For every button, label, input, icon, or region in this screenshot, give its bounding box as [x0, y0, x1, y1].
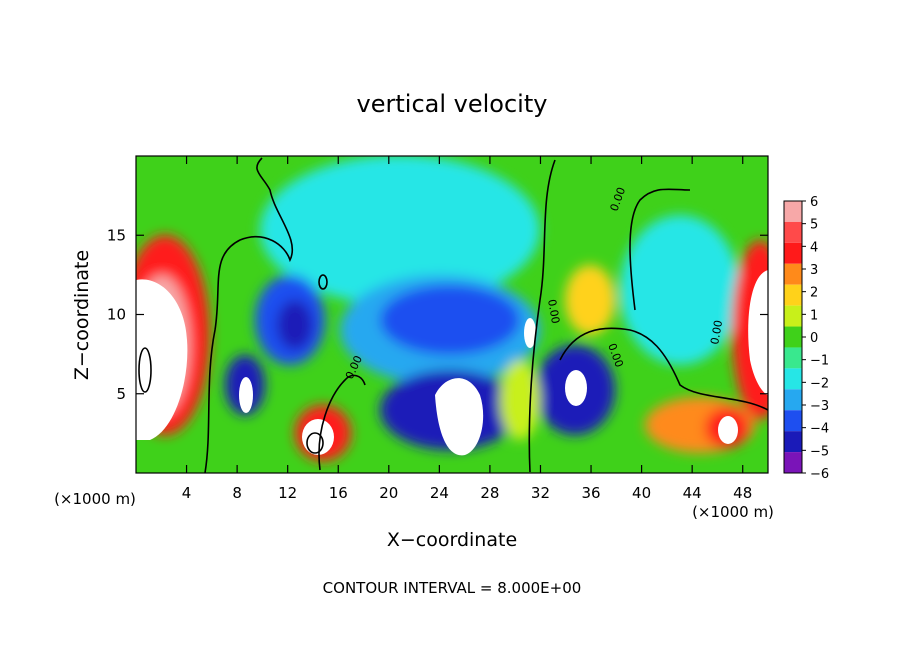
contour-line-center: [318, 374, 366, 471]
upper-cyan-region: [260, 156, 540, 305]
x-tick-label: 48: [733, 484, 752, 502]
x-tick-label: 40: [632, 484, 651, 502]
colorbar-tick-label: −2: [810, 376, 829, 391]
colorbar-swatch: [784, 305, 802, 327]
contour-loop-left-a: [138, 347, 152, 393]
colorbar-swatch: [784, 452, 802, 473]
x-tick-label: 20: [379, 484, 398, 502]
colorbar-swatch: [784, 389, 802, 411]
colorbar-tick-label: 5: [810, 218, 818, 233]
contour-interval-footer: CONTOUR INTERVAL = 8.000E+00: [323, 579, 582, 597]
y-tick-label: 10: [107, 306, 126, 324]
x-tick-label: 28: [480, 484, 499, 502]
x-tick-label: 16: [329, 484, 348, 502]
x-tick-label: 44: [683, 484, 702, 502]
x-unit-label: (×1000 m): [54, 490, 136, 508]
left-white-region: [136, 279, 188, 440]
white-spot-right: [565, 370, 587, 406]
colorbar-tick-label: −4: [810, 422, 829, 437]
white-spot-lower-left: [302, 419, 334, 455]
white-spot-center-right: [524, 318, 536, 348]
colorbar-swatch: [784, 242, 802, 264]
colorbar-swatch: [784, 347, 802, 369]
colorbar-tick-label: 2: [810, 286, 818, 301]
colorbar-swatch: [784, 263, 802, 285]
right-orange-band: [565, 265, 615, 335]
colorbar-swatch: [784, 410, 802, 432]
white-spot-left-mid: [239, 377, 253, 413]
contour-loop-left-b: [306, 432, 324, 454]
colorbar-tick-label: −1: [810, 354, 829, 369]
contour-line-left: [204, 157, 294, 473]
left-downdraft-core: [277, 300, 313, 350]
colorbar-swatch: [784, 431, 802, 453]
colorbar-tick-label: 0: [810, 331, 818, 346]
contour-loop-small: [318, 274, 328, 290]
colorbar-tick-label: 3: [810, 263, 818, 278]
contour-label: 0.00: [545, 298, 562, 324]
colorbar-tick-label: 6: [810, 195, 818, 210]
plot-area: 0.00 0.00 0.00 0.00 0.00: [136, 156, 768, 473]
white-spot-center: [435, 378, 484, 456]
colorbar: 6 5 4 3 2 1 0 −1 −2 −3 −4 −5 −6: [783, 195, 829, 482]
colorbar-swatch: [784, 284, 802, 306]
x-unit-label-right: (×1000 m): [692, 503, 774, 521]
y-tick-label: 15: [107, 226, 126, 244]
colorbar-swatch: [784, 221, 802, 243]
colorbar-tick-label: 1: [810, 308, 818, 323]
chart-title: vertical velocity: [357, 90, 548, 118]
x-tick-label: 8: [232, 484, 242, 502]
colorbar-tick-label: −3: [810, 399, 829, 414]
contour-label: 0.00: [708, 319, 725, 345]
x-tick-label: 32: [531, 484, 550, 502]
right-cyan-region: [620, 215, 740, 365]
colorbar-tick-label: −6: [810, 467, 829, 482]
central-downdraft-core: [380, 285, 520, 355]
contour-line-right-upper: [629, 188, 691, 311]
contour-line-right-lower: [559, 327, 768, 411]
x-tick-label: 24: [430, 484, 449, 502]
x-tick-label: 12: [278, 484, 297, 502]
x-axis-ticks: 4 8 12 16 20 24 28 32 36 40 44 48: [182, 156, 752, 502]
colorbar-tick-label: −5: [810, 444, 829, 459]
white-spot-lower-right: [718, 416, 738, 444]
colorbar-swatch: [784, 368, 802, 390]
mid-yellow-band: [500, 360, 540, 440]
x-tick-label: 4: [182, 484, 192, 502]
colorbar-swatch: [784, 201, 802, 222]
x-tick-label: 36: [581, 484, 600, 502]
x-axis-label: X−coordinate: [387, 529, 517, 551]
contour-line-center-right: [528, 159, 556, 473]
colorbar-swatch: [784, 326, 802, 348]
right-white-region: [748, 270, 768, 395]
y-axis-label: Z−coordinate: [71, 250, 93, 380]
colorbar-tick-label: 4: [810, 240, 818, 255]
y-tick-label: 5: [116, 385, 126, 403]
zero-contours: [138, 157, 768, 473]
extreme-value-regions: [136, 270, 768, 456]
y-axis-ticks: 5 10 15: [107, 226, 768, 403]
